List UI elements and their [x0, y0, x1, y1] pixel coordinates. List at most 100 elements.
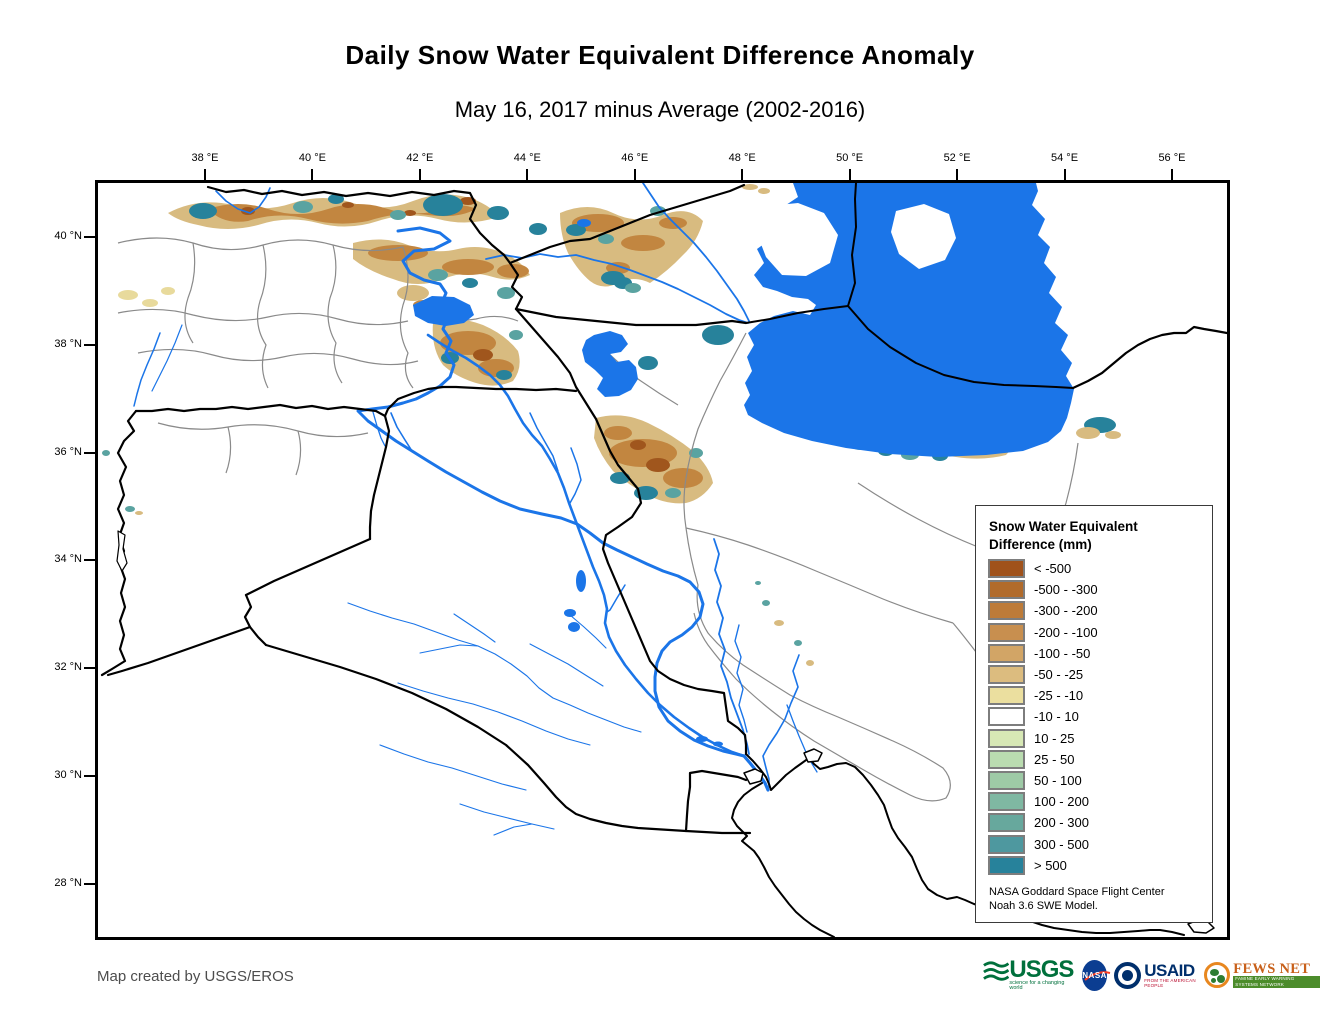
iraq-jordan-border [244, 537, 372, 597]
latitude-tick [84, 775, 96, 778]
fewsnet-globe-icon [1204, 962, 1231, 988]
latitude-tick [84, 667, 96, 670]
longitude-tick [956, 169, 959, 181]
latitude-label: 38 °N [54, 337, 82, 350]
legend-item: 50 - 100 [988, 770, 1212, 791]
legend-item: > 500 [988, 855, 1212, 876]
tigris-river [426, 333, 746, 758]
map-canvas [100, 183, 1227, 937]
latitude-label: 36 °N [54, 445, 82, 458]
legend-title-line1: Snow Water Equivalent [989, 519, 1138, 534]
latitude-tick [84, 451, 96, 454]
caspian-maritime-borders [745, 183, 1074, 389]
legend-item-label: -50 - -25 [1034, 667, 1084, 683]
latitude-tick [84, 343, 96, 346]
legend-swatch [988, 643, 1025, 663]
longitude-tick [1170, 169, 1173, 181]
legend-item-label: 300 - 500 [1034, 836, 1089, 852]
legend-item-label: 100 - 200 [1034, 794, 1089, 810]
legend-item: -10 - 10 [988, 706, 1212, 727]
nasa-logo: NASA [1082, 959, 1111, 991]
turkey-syria-border [134, 385, 445, 418]
logo-row: USGS science for a changing world NASA U… [983, 954, 1320, 996]
legend-item-label: -300 - -200 [1034, 603, 1098, 619]
legend-item: -500 - -300 [988, 579, 1212, 600]
legend-item-label: -500 - -300 [1034, 582, 1098, 598]
page-title: Daily Snow Water Equivalent Difference A… [345, 40, 975, 70]
iran-border [514, 307, 748, 756]
longitude-tick [418, 169, 421, 181]
latitude-tick [84, 882, 96, 885]
legend-swatch [988, 813, 1025, 833]
legend-item-label: -200 - -100 [1034, 624, 1098, 640]
legend: Snow Water Equivalent Difference (mm) < … [975, 505, 1213, 923]
karkheh-river [713, 538, 750, 755]
nasa-swoosh-icon [1084, 970, 1111, 981]
legend-item-label: -10 - 10 [1034, 709, 1079, 725]
legend-item: -100 - -50 [988, 643, 1212, 664]
usaid-wordmark: USAID [1144, 960, 1195, 980]
legend-item: -25 - -10 [988, 685, 1212, 706]
legend-note-line1: NASA Goddard Space Flight Center [989, 885, 1165, 898]
legend-swatch [988, 622, 1025, 642]
legend-swatch [988, 728, 1025, 748]
legend-swatch [988, 792, 1025, 812]
legend-swatch [988, 665, 1025, 685]
lake-urmia [582, 331, 638, 397]
legend-note: NASA Goddard Space Flight Center Noah 3.… [989, 885, 1212, 913]
legend-title-line2: Difference (mm) [989, 537, 1092, 552]
page-subtitle: May 16, 2017 minus Average (2002-2016) [454, 97, 866, 122]
latitude-label: 32 °N [54, 661, 82, 674]
legend-item-label: < -500 [1034, 561, 1072, 577]
iraq-saudi-border [264, 643, 688, 833]
lake-tharthar [576, 570, 586, 592]
latitude-tick [84, 559, 96, 562]
fewsnet-tagline: FAMINE EARLY WARNING SYSTEMS NETWORK [1233, 975, 1320, 988]
lake-sevan [577, 219, 591, 227]
usgs-stripes-icon [983, 961, 1010, 981]
usaid-logo: USAID FROM THE AMERICAN PEOPLE [1114, 960, 1197, 989]
legend-swatch [988, 686, 1025, 706]
legend-item: 200 - 300 [988, 812, 1212, 833]
legend-item: 10 - 25 [988, 728, 1212, 749]
legend-swatch [988, 580, 1025, 600]
latitude-label: 34 °N [54, 553, 82, 566]
legend-swatch [988, 749, 1025, 769]
legend-item-label: 25 - 50 [1034, 751, 1075, 767]
rivers [133, 183, 818, 836]
longitude-label: 44 °E [513, 152, 541, 164]
dead-sea-outline [116, 530, 128, 572]
fewsnet-logo: FEWS NET FAMINE EARLY WARNING SYSTEMS NE… [1204, 961, 1320, 988]
longitude-tick [1063, 169, 1066, 181]
legend-swatch [988, 855, 1025, 875]
latitude-tick [84, 236, 96, 238]
kura-river [642, 183, 750, 322]
persian-gulf-coastline [731, 748, 1215, 937]
longitude-tick [204, 169, 206, 181]
legend-item-label: 200 - 300 [1034, 815, 1089, 831]
caspian-inlet-west [756, 203, 838, 276]
legend-item: 300 - 500 [988, 833, 1212, 854]
longitude-label: 54 °E [1051, 152, 1079, 164]
legend-item: 100 - 200 [988, 791, 1212, 812]
longitude-label: 42 °E [406, 152, 434, 164]
longitude-tick [848, 169, 851, 181]
legend-swatch [988, 601, 1025, 621]
legend-item-label: 10 - 25 [1034, 730, 1075, 746]
credit-text: Map created by USGS/EROS [97, 968, 294, 985]
legend-items: < -500 -500 - -300 -300 - -200 -200 - -100 -… [976, 558, 1212, 876]
latitude-label: 40 °N [54, 230, 82, 242]
legend-item: < -500 [988, 558, 1212, 579]
lake-van [413, 296, 474, 326]
legend-item-label: > 500 [1034, 857, 1067, 873]
latitude-label: 28 °N [54, 876, 82, 889]
iran-turkmenistan-border [1071, 325, 1227, 390]
longitude-label: 48 °E [728, 152, 756, 164]
legend-item: -200 - -100 [988, 622, 1212, 643]
legend-item: 25 - 50 [988, 749, 1212, 770]
usgs-wordmark: USGS [1009, 956, 1074, 983]
longitude-tick [741, 169, 744, 181]
usaid-tagline: FROM THE AMERICAN PEOPLE [1144, 977, 1196, 988]
longitude-label: 40 °E [298, 152, 326, 164]
longitude-label: 46 °E [621, 152, 649, 164]
